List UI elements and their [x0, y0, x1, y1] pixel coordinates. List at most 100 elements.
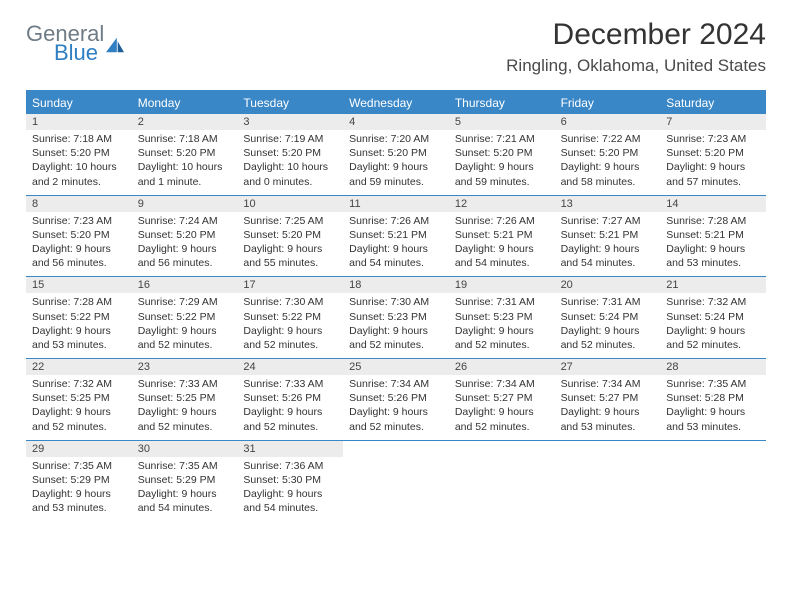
- day-info: Sunrise: 7:30 AMSunset: 5:23 PMDaylight:…: [343, 293, 449, 352]
- day-info: Sunrise: 7:27 AMSunset: 5:21 PMDaylight:…: [555, 212, 661, 271]
- day-info: Sunrise: 7:19 AMSunset: 5:20 PMDaylight:…: [237, 130, 343, 189]
- day-number: 29: [26, 441, 132, 457]
- day-info: Sunrise: 7:28 AMSunset: 5:22 PMDaylight:…: [26, 293, 132, 352]
- day-cell: 14Sunrise: 7:28 AMSunset: 5:21 PMDayligh…: [660, 196, 766, 277]
- week-row: 1Sunrise: 7:18 AMSunset: 5:20 PMDaylight…: [26, 114, 766, 196]
- day-info: Sunrise: 7:26 AMSunset: 5:21 PMDaylight:…: [343, 212, 449, 271]
- day-cell: 19Sunrise: 7:31 AMSunset: 5:23 PMDayligh…: [449, 277, 555, 358]
- day-cell: [555, 441, 661, 522]
- day-header: Friday: [555, 92, 661, 114]
- day-cell: 20Sunrise: 7:31 AMSunset: 5:24 PMDayligh…: [555, 277, 661, 358]
- day-number: 20: [555, 277, 661, 293]
- empty-daynum: [555, 441, 661, 457]
- day-cell: 27Sunrise: 7:34 AMSunset: 5:27 PMDayligh…: [555, 359, 661, 440]
- day-cell: 1Sunrise: 7:18 AMSunset: 5:20 PMDaylight…: [26, 114, 132, 195]
- day-cell: 6Sunrise: 7:22 AMSunset: 5:20 PMDaylight…: [555, 114, 661, 195]
- day-cell: 18Sunrise: 7:30 AMSunset: 5:23 PMDayligh…: [343, 277, 449, 358]
- day-cell: [660, 441, 766, 522]
- day-number: 28: [660, 359, 766, 375]
- day-info: Sunrise: 7:25 AMSunset: 5:20 PMDaylight:…: [237, 212, 343, 271]
- day-number: 11: [343, 196, 449, 212]
- day-cell: 17Sunrise: 7:30 AMSunset: 5:22 PMDayligh…: [237, 277, 343, 358]
- day-cell: 3Sunrise: 7:19 AMSunset: 5:20 PMDaylight…: [237, 114, 343, 195]
- day-info: Sunrise: 7:34 AMSunset: 5:27 PMDaylight:…: [555, 375, 661, 434]
- calendar-page: General Blue December 2024 Ringling, Okl…: [0, 0, 792, 521]
- empty-daynum: [660, 441, 766, 457]
- day-cell: 24Sunrise: 7:33 AMSunset: 5:26 PMDayligh…: [237, 359, 343, 440]
- day-cell: 15Sunrise: 7:28 AMSunset: 5:22 PMDayligh…: [26, 277, 132, 358]
- day-cell: 31Sunrise: 7:36 AMSunset: 5:30 PMDayligh…: [237, 441, 343, 522]
- day-number: 21: [660, 277, 766, 293]
- day-info: Sunrise: 7:23 AMSunset: 5:20 PMDaylight:…: [26, 212, 132, 271]
- day-cell: 5Sunrise: 7:21 AMSunset: 5:20 PMDaylight…: [449, 114, 555, 195]
- day-info: Sunrise: 7:20 AMSunset: 5:20 PMDaylight:…: [343, 130, 449, 189]
- day-info: Sunrise: 7:35 AMSunset: 5:29 PMDaylight:…: [26, 457, 132, 516]
- day-cell: 23Sunrise: 7:33 AMSunset: 5:25 PMDayligh…: [132, 359, 238, 440]
- day-info: Sunrise: 7:22 AMSunset: 5:20 PMDaylight:…: [555, 130, 661, 189]
- week-row: 8Sunrise: 7:23 AMSunset: 5:20 PMDaylight…: [26, 196, 766, 278]
- day-info: Sunrise: 7:23 AMSunset: 5:20 PMDaylight:…: [660, 130, 766, 189]
- day-info: Sunrise: 7:26 AMSunset: 5:21 PMDaylight:…: [449, 212, 555, 271]
- day-info: Sunrise: 7:29 AMSunset: 5:22 PMDaylight:…: [132, 293, 238, 352]
- weeks-container: 1Sunrise: 7:18 AMSunset: 5:20 PMDaylight…: [26, 114, 766, 521]
- day-cell: 26Sunrise: 7:34 AMSunset: 5:27 PMDayligh…: [449, 359, 555, 440]
- empty-daynum: [343, 441, 449, 457]
- day-info: Sunrise: 7:34 AMSunset: 5:26 PMDaylight:…: [343, 375, 449, 434]
- day-cell: 25Sunrise: 7:34 AMSunset: 5:26 PMDayligh…: [343, 359, 449, 440]
- day-cell: 29Sunrise: 7:35 AMSunset: 5:29 PMDayligh…: [26, 441, 132, 522]
- day-info: Sunrise: 7:28 AMSunset: 5:21 PMDaylight:…: [660, 212, 766, 271]
- empty-daynum: [449, 441, 555, 457]
- day-number: 25: [343, 359, 449, 375]
- brand-logo: General Blue: [26, 24, 126, 64]
- day-info: Sunrise: 7:35 AMSunset: 5:28 PMDaylight:…: [660, 375, 766, 434]
- day-info: Sunrise: 7:31 AMSunset: 5:24 PMDaylight:…: [555, 293, 661, 352]
- day-number: 27: [555, 359, 661, 375]
- day-number: 14: [660, 196, 766, 212]
- day-cell: 9Sunrise: 7:24 AMSunset: 5:20 PMDaylight…: [132, 196, 238, 277]
- day-cell: 30Sunrise: 7:35 AMSunset: 5:29 PMDayligh…: [132, 441, 238, 522]
- brand-sail-icon: [104, 36, 126, 54]
- brand-text: General Blue: [26, 24, 104, 64]
- week-row: 15Sunrise: 7:28 AMSunset: 5:22 PMDayligh…: [26, 277, 766, 359]
- day-cell: 21Sunrise: 7:32 AMSunset: 5:24 PMDayligh…: [660, 277, 766, 358]
- day-cell: 12Sunrise: 7:26 AMSunset: 5:21 PMDayligh…: [449, 196, 555, 277]
- day-cell: 28Sunrise: 7:35 AMSunset: 5:28 PMDayligh…: [660, 359, 766, 440]
- day-info: Sunrise: 7:24 AMSunset: 5:20 PMDaylight:…: [132, 212, 238, 271]
- day-number: 24: [237, 359, 343, 375]
- day-number: 6: [555, 114, 661, 130]
- day-number: 9: [132, 196, 238, 212]
- day-cell: [343, 441, 449, 522]
- day-number: 31: [237, 441, 343, 457]
- day-cell: [449, 441, 555, 522]
- day-number: 18: [343, 277, 449, 293]
- day-header: Sunday: [26, 92, 132, 114]
- day-number: 30: [132, 441, 238, 457]
- day-info: Sunrise: 7:32 AMSunset: 5:25 PMDaylight:…: [26, 375, 132, 434]
- day-cell: 11Sunrise: 7:26 AMSunset: 5:21 PMDayligh…: [343, 196, 449, 277]
- day-info: Sunrise: 7:18 AMSunset: 5:20 PMDaylight:…: [132, 130, 238, 189]
- day-number: 19: [449, 277, 555, 293]
- day-info: Sunrise: 7:21 AMSunset: 5:20 PMDaylight:…: [449, 130, 555, 189]
- day-number: 1: [26, 114, 132, 130]
- day-number: 10: [237, 196, 343, 212]
- day-number: 15: [26, 277, 132, 293]
- header: General Blue December 2024 Ringling, Okl…: [26, 18, 766, 76]
- location-text: Ringling, Oklahoma, United States: [506, 56, 766, 76]
- day-cell: 16Sunrise: 7:29 AMSunset: 5:22 PMDayligh…: [132, 277, 238, 358]
- calendar-grid: SundayMondayTuesdayWednesdayThursdayFrid…: [26, 90, 766, 521]
- day-info: Sunrise: 7:31 AMSunset: 5:23 PMDaylight:…: [449, 293, 555, 352]
- day-number: 2: [132, 114, 238, 130]
- day-cell: 8Sunrise: 7:23 AMSunset: 5:20 PMDaylight…: [26, 196, 132, 277]
- day-info: Sunrise: 7:33 AMSunset: 5:25 PMDaylight:…: [132, 375, 238, 434]
- day-header: Saturday: [660, 92, 766, 114]
- day-cell: 22Sunrise: 7:32 AMSunset: 5:25 PMDayligh…: [26, 359, 132, 440]
- day-number: 17: [237, 277, 343, 293]
- day-info: Sunrise: 7:18 AMSunset: 5:20 PMDaylight:…: [26, 130, 132, 189]
- brand-line2: Blue: [54, 43, 104, 64]
- day-info: Sunrise: 7:32 AMSunset: 5:24 PMDaylight:…: [660, 293, 766, 352]
- day-cell: 13Sunrise: 7:27 AMSunset: 5:21 PMDayligh…: [555, 196, 661, 277]
- day-number: 23: [132, 359, 238, 375]
- day-number: 4: [343, 114, 449, 130]
- day-cell: 10Sunrise: 7:25 AMSunset: 5:20 PMDayligh…: [237, 196, 343, 277]
- month-title: December 2024: [506, 18, 766, 52]
